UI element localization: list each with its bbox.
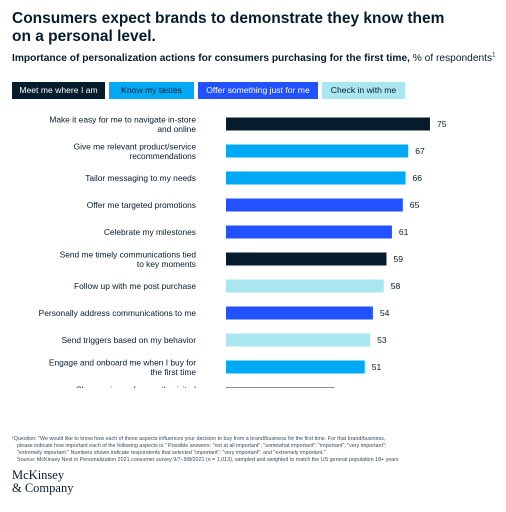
footnote-line-1: ¹Question: "We would like to know how ea…: [12, 436, 386, 442]
bar: [226, 360, 365, 374]
category-label: Engage and onboard me when I buy for the …: [49, 357, 196, 377]
logo-line-1: McKinsey: [12, 468, 65, 482]
data-label: 51: [372, 362, 382, 372]
category-label: Celebrate my milestones: [104, 227, 196, 237]
bar: [226, 225, 392, 239]
data-label: 59: [393, 254, 403, 264]
bar: [226, 117, 430, 131]
data-label: 54: [380, 308, 390, 318]
bar: [226, 171, 406, 185]
subtitle-bold: Importance of personalization actions fo…: [12, 53, 410, 64]
footnote-line-2: please indicate how important each of th…: [17, 443, 387, 449]
footnote: ¹Question: "We would like to know how ea…: [12, 436, 500, 464]
footnote-marker: 1: [492, 52, 496, 59]
chart-title: Consumers expect brands to demonstrate t…: [12, 10, 492, 46]
mckinsey-logo: McKinsey & Company: [12, 469, 73, 495]
data-label: 67: [415, 146, 425, 156]
data-label: 58: [391, 281, 401, 291]
bar: [226, 306, 373, 320]
chart-subtitle: Importance of personalization actions fo…: [12, 52, 498, 65]
bar: [226, 198, 403, 212]
data-label: 66: [413, 173, 423, 183]
legend-item-check-in: Check in with me: [322, 82, 405, 99]
logo-line-2: & Company: [12, 481, 74, 495]
bar: [226, 387, 335, 388]
bar: [226, 252, 387, 266]
footnote-line-3: "extremely important." Numbers shown ind…: [17, 450, 326, 456]
data-label: 61: [399, 227, 409, 237]
data-label: 53: [377, 335, 387, 345]
category-label: Send me timely communications tied to key…: [60, 249, 197, 269]
legend-item-meet-me: Meet me where I am: [12, 82, 105, 99]
category-label: Make it easy for me to navigate in-store…: [49, 114, 196, 134]
bar-chart: Make it easy for me to navigate in-store…: [39, 114, 447, 388]
subtitle-unit: % of respondents: [409, 53, 493, 64]
data-label: 65: [410, 200, 420, 210]
category-label: Send triggers based on my behavior: [61, 335, 196, 345]
category-label: Offer me targeted promotions: [87, 200, 196, 210]
bar: [226, 144, 409, 158]
legend-item-offer-something: Offer something just for me: [198, 82, 318, 99]
data-label: 75: [437, 119, 447, 129]
category-label: Personally address communications to me: [39, 308, 197, 318]
category-label: Give me relevant product/service recommen…: [74, 141, 197, 161]
category-label: Tailor messaging to my needs: [85, 173, 196, 183]
bar: [226, 279, 384, 293]
title-line-2: on a personal level.: [12, 28, 156, 45]
category-label: Follow up with me post purchase: [74, 281, 196, 291]
title-line-1: Consumers expect brands to demonstrate t…: [12, 10, 445, 27]
footnote-source: Source: McKinsey Next in Personalization…: [17, 457, 399, 463]
category-label: Show up in my frequently visitedwebsites…: [76, 384, 196, 388]
legend-item-know-my-tastes: Know my tastes: [109, 82, 194, 99]
bar: [226, 333, 371, 347]
